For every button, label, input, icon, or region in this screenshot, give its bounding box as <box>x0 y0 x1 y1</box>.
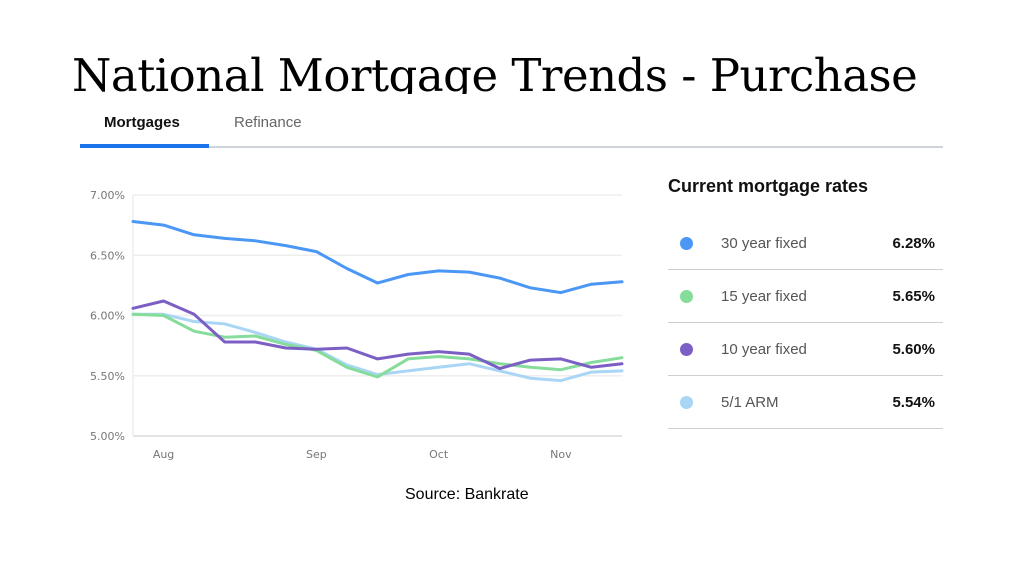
y-tick-label: 5.00% <box>90 430 125 443</box>
rate-value: 5.60% <box>892 340 935 358</box>
legend-dot-icon <box>680 395 693 409</box>
tab-mortgages[interactable]: Mortgages <box>104 114 180 131</box>
rates-panel-title: Current mortgage rates <box>668 176 869 196</box>
current-rates-panel: Current mortgage rates 30 year fixed 6.28… <box>668 176 943 429</box>
x-tick-label: Sep <box>306 448 327 461</box>
rate-label: 15 year fixed <box>721 287 807 305</box>
rate-value: 5.65% <box>892 287 935 305</box>
line-chart: 7.00% 6.50% 6.00% 5.50% 5.00% Aug Sep Oct Nov <box>90 189 624 461</box>
active-tab-indicator <box>80 144 209 148</box>
rate-label: 5/1 ARM <box>721 393 779 411</box>
rate-trend-chart: 7.00% 6.50% 6.00% 5.50% 5.00% Aug Sep Oct Nov <box>70 180 640 480</box>
legend-dot-icon <box>680 236 693 250</box>
slide-title: National Mortgage Trends - Purchase <box>72 49 918 94</box>
source-caption: Source: Bankrate <box>405 486 529 503</box>
tab-refinance[interactable]: Refinance <box>234 114 302 131</box>
rate-row: 10 year fixed 5.60% <box>668 323 943 376</box>
rate-value: 5.54% <box>892 393 935 411</box>
rate-row: 15 year fixed 5.65% <box>668 270 943 323</box>
x-tick-label: Aug <box>153 448 174 461</box>
y-tick-label: 6.50% <box>90 249 125 262</box>
series-line-15-year-fixed <box>131 312 624 379</box>
rate-label: 30 year fixed <box>721 234 807 252</box>
series-line-10-year-fixed <box>131 299 624 370</box>
rate-label: 10 year fixed <box>721 340 807 358</box>
x-tick-label: Nov <box>550 448 572 461</box>
y-tick-label: 6.00% <box>90 310 125 323</box>
legend-dot-icon <box>680 289 693 303</box>
tab-bar: Mortgages Refinance <box>80 108 943 148</box>
x-tick-label: Oct <box>429 448 449 461</box>
rate-row: 30 year fixed 6.28% <box>668 217 943 270</box>
legend-dot-icon <box>680 342 693 356</box>
series-line-30-year-fixed <box>131 220 624 295</box>
series-line-5-1-arm <box>131 312 624 383</box>
y-tick-label: 7.00% <box>90 189 125 202</box>
rate-row: 5/1 ARM 5.54% <box>668 376 943 429</box>
y-tick-label: 5.50% <box>90 370 125 383</box>
rate-value: 6.28% <box>892 234 935 252</box>
